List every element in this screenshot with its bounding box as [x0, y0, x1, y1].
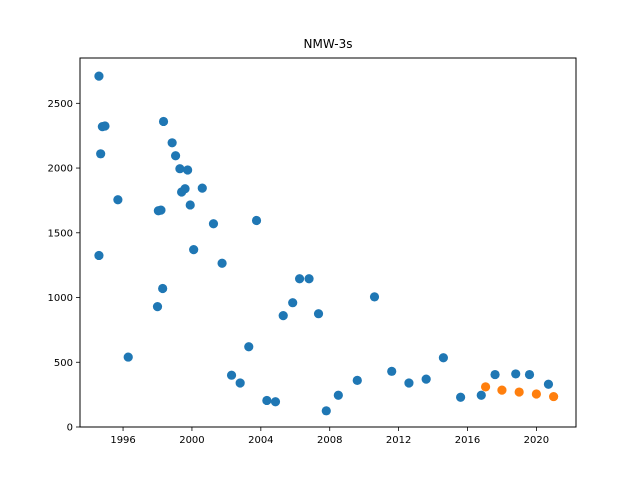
data-point-s0-4	[100, 121, 110, 131]
x-tick-label: 2016	[455, 435, 480, 446]
data-point-s0-26	[251, 215, 262, 226]
data-point-s0-5	[113, 195, 123, 205]
y-tick-label: 1500	[48, 228, 73, 239]
x-tick-label: 2020	[524, 435, 549, 446]
data-point-s1-4	[549, 391, 559, 402]
data-point-s0-25	[244, 342, 254, 352]
data-point-s0-28	[270, 397, 281, 407]
data-point-s0-9	[156, 205, 166, 215]
y-tick-label: 2000	[48, 164, 73, 175]
data-point-s0-20	[197, 183, 207, 193]
x-tick-label: 1996	[110, 435, 135, 446]
data-point-s1-0	[480, 382, 491, 392]
data-point-s0-10	[158, 283, 168, 294]
y-tick-label: 2500	[48, 99, 73, 110]
data-point-s0-23	[226, 370, 237, 380]
data-point-s0-45	[511, 369, 521, 379]
y-tick-label: 500	[54, 358, 73, 369]
data-point-s0-33	[313, 309, 324, 319]
data-point-s0-38	[387, 366, 397, 376]
data-point-s0-44	[490, 369, 500, 380]
chart-title: NMW-3s	[304, 37, 353, 51]
data-point-s0-34	[321, 406, 331, 416]
data-point-s0-17	[183, 165, 193, 175]
plot-frame	[79, 57, 577, 428]
data-point-s0-1	[94, 250, 104, 261]
data-point-s0-19	[189, 245, 199, 255]
data-point-s0-0	[94, 71, 104, 81]
x-tick-label: 2012	[386, 435, 411, 446]
data-point-s0-6	[123, 352, 133, 362]
x-tick-label: 2008	[317, 435, 342, 446]
x-tick-label: 2004	[248, 435, 273, 446]
data-point-s0-7	[152, 301, 163, 312]
y-tick-label: 0	[67, 423, 73, 434]
data-point-s0-42	[456, 392, 466, 402]
data-point-s0-13	[170, 151, 181, 161]
data-point-s0-41	[438, 353, 448, 363]
y-tick-label: 1000	[48, 293, 73, 304]
y-axis-ticks: 0 500 1000 1500 2000 2500	[48, 99, 80, 434]
data-point-s1-3	[531, 389, 541, 399]
data-point-s0-27	[262, 395, 272, 406]
data-point-s0-16	[180, 184, 190, 194]
data-point-s1-1	[497, 385, 507, 395]
data-point-s0-31	[294, 274, 305, 284]
data-point-s0-35	[333, 390, 343, 400]
data-point-s0-12	[167, 138, 177, 148]
data-point-s0-30	[288, 298, 298, 308]
data-point-s0-43	[476, 390, 486, 400]
data-points	[94, 71, 559, 416]
data-point-s0-46	[524, 369, 535, 380]
data-point-s0-14	[175, 164, 185, 174]
data-point-s0-36	[352, 375, 362, 385]
data-point-s0-21	[208, 219, 219, 229]
data-point-s0-40	[421, 374, 431, 384]
x-axis-ticks: 1996 2000 2004 2008 2012 2016 2020	[110, 427, 549, 446]
data-point-s0-39	[404, 378, 414, 388]
data-point-s0-29	[278, 311, 288, 321]
x-tick-label: 2000	[179, 435, 204, 446]
data-point-s0-24	[235, 378, 245, 388]
data-point-s0-2	[96, 149, 106, 159]
data-point-s0-11	[158, 116, 169, 127]
data-point-s0-32	[304, 274, 314, 284]
data-point-s0-18	[185, 200, 195, 210]
data-point-s0-47	[543, 379, 554, 389]
data-point-s0-37	[369, 292, 380, 302]
data-point-s1-2	[514, 387, 524, 397]
data-point-s0-22	[217, 258, 227, 268]
